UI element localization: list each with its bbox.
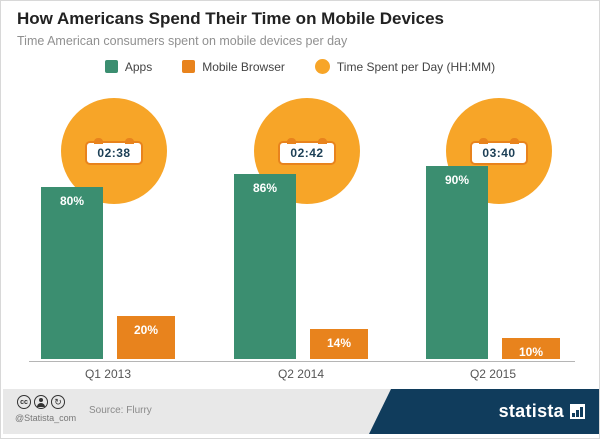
- statista-wordmark: statista: [498, 401, 564, 421]
- clock-bell-icon: [318, 138, 327, 144]
- apps-bar-label: 86%: [252, 181, 278, 196]
- x-axis-label: Q1 2013: [84, 367, 132, 381]
- statista-logo-icon: [570, 404, 585, 419]
- page-title: How Americans Spend Their Time on Mobile…: [17, 9, 445, 28]
- apps-bar: 90%: [426, 165, 488, 359]
- clock-bell-icon: [94, 138, 103, 144]
- cc-icon: cc: [17, 395, 31, 409]
- statista-brand-banner: statista: [369, 389, 599, 434]
- license-icons: cc ↻: [17, 395, 65, 409]
- statista-handle: @Statista_com: [15, 413, 77, 423]
- time-badge: 02:42: [278, 138, 336, 165]
- browser-bar: 14%: [310, 328, 368, 359]
- legend-item-apps: Apps: [104, 59, 153, 74]
- apps-bar: 80%: [41, 187, 103, 359]
- time-swatch-icon: [314, 59, 330, 74]
- legend-browser-label: Mobile Browser: [202, 59, 285, 74]
- apps-swatch-icon: [104, 60, 118, 73]
- bar-group-q2-2015: 90% 10% 03:40 Q2 2015: [426, 1, 560, 438]
- time-value: 02:42: [290, 146, 324, 160]
- browser-swatch-icon: [182, 60, 196, 73]
- x-axis-label: Q2 2014: [277, 367, 325, 381]
- browser-bar-label: 10%: [518, 344, 544, 359]
- legend: Apps Mobile Browser Time Spent per Day (…: [1, 59, 599, 74]
- x-axis-line: [29, 361, 575, 362]
- legend-apps-label: Apps: [124, 59, 153, 74]
- attribution-person-icon: [34, 395, 48, 409]
- clock-bell-icon: [125, 138, 134, 144]
- bar-group-q1-2013: 80% 20% 02:38 Q1 2013: [41, 1, 175, 438]
- time-value: 02:38: [97, 146, 131, 160]
- time-badge: 02:38: [85, 138, 143, 165]
- source-label: Source: Flurry: [89, 405, 152, 416]
- apps-bar: 86%: [234, 174, 296, 359]
- time-value: 03:40: [482, 146, 516, 160]
- x-axis-label: Q2 2015: [469, 367, 517, 381]
- chart-subtitle: Time American consumers spent on mobile …: [17, 34, 348, 48]
- legend-item-time: Time Spent per Day (HH:MM): [314, 59, 496, 74]
- browser-bar: 10%: [502, 337, 560, 359]
- browser-bar-label: 20%: [133, 323, 159, 337]
- browser-bar: 20%: [117, 316, 175, 359]
- clock-bell-icon: [479, 138, 488, 144]
- footer-bar: cc ↻ @Statista_com Source: Flurry statis…: [3, 389, 599, 434]
- time-badge: 03:40: [470, 138, 528, 165]
- clock-bell-icon: [510, 138, 519, 144]
- bar-group-q2-2014: 86% 14% 02:42 Q2 2014: [234, 1, 368, 438]
- legend-item-browser: Mobile Browser: [182, 60, 285, 74]
- share-alike-icon: ↻: [51, 395, 65, 409]
- apps-bar-label: 80%: [59, 194, 85, 208]
- apps-bar-label: 90%: [444, 172, 470, 187]
- clock-bell-icon: [287, 138, 296, 144]
- browser-bar-label: 14%: [326, 335, 352, 350]
- legend-time-label: Time Spent per Day (HH:MM): [336, 59, 496, 74]
